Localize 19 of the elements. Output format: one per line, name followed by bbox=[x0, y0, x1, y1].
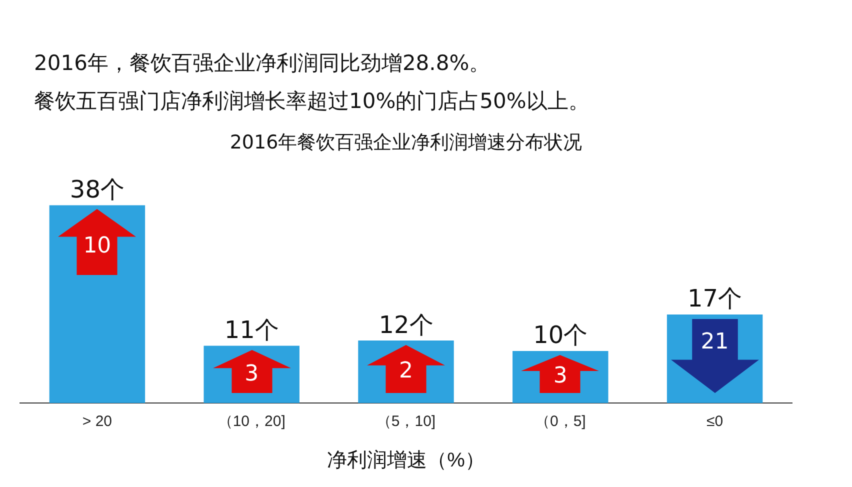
chart-title: 2016年餐饮百强企业净利润增速分布状况 bbox=[230, 131, 582, 154]
x-axis-title: 净利润增速（%） bbox=[327, 450, 485, 472]
text: 餐饮五百强门店净利润增长率超过10%的门店占50%以上。 bbox=[34, 88, 590, 115]
x-tick-label: （0，5] bbox=[534, 413, 586, 430]
text: 2016年，餐饮百强企业净利润同比劲增28.8%。 bbox=[34, 50, 492, 77]
data-label: 38个 bbox=[70, 175, 124, 204]
data-label: 12个 bbox=[378, 310, 434, 339]
annotation: 3 bbox=[553, 363, 568, 388]
x-tick-label: （10，20] bbox=[218, 413, 286, 430]
data-label: 17个 bbox=[688, 284, 742, 313]
annotation: 21 bbox=[700, 330, 729, 355]
annotation: 10 bbox=[83, 233, 112, 258]
data-label: 11个 bbox=[224, 316, 279, 344]
data-label: 10个 bbox=[533, 321, 588, 350]
annotation: 2 bbox=[399, 358, 413, 384]
x-tick-label: （5，10] bbox=[376, 413, 436, 430]
x-tick-label: > 20 bbox=[82, 413, 112, 430]
x-tick-label: ≤0 bbox=[706, 413, 724, 430]
annotation: 3 bbox=[244, 361, 259, 386]
